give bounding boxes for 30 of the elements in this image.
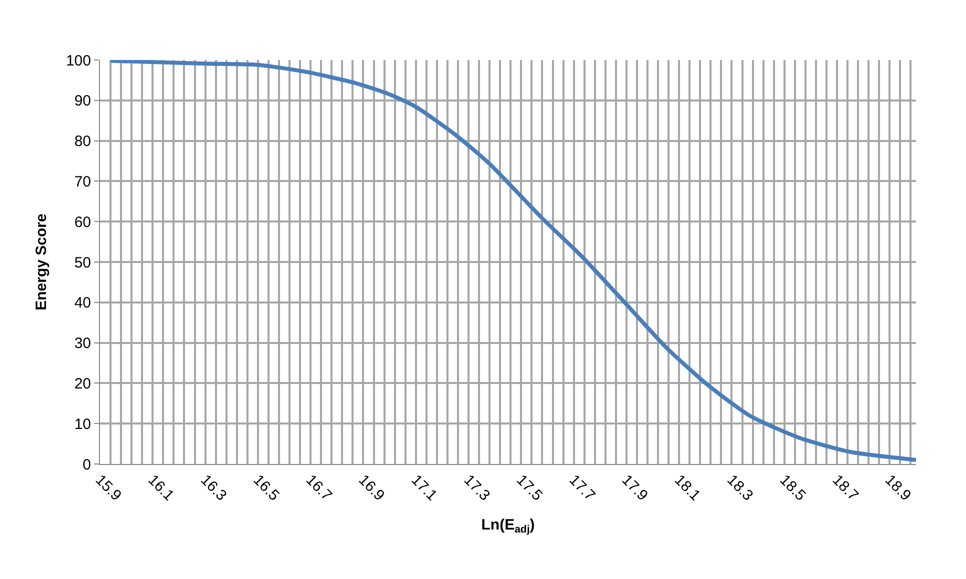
- x-tick-label: 16.1: [144, 472, 178, 504]
- x-axis-title: Ln(E$_{adj}$): [481, 516, 535, 536]
- x-tick-label: 18.9: [882, 472, 914, 504]
- x-tick-label: 18.7: [828, 472, 862, 504]
- x-tick-label: 16.5: [250, 472, 282, 504]
- x-tick-label: 18.3: [724, 472, 756, 504]
- y-tick-label: 80: [74, 133, 91, 150]
- y-tick-label: 70: [74, 173, 91, 190]
- y-tick-label: 90: [74, 92, 91, 110]
- x-tick-label: 18.5: [776, 472, 809, 504]
- x-tick-label: 17.1: [408, 472, 440, 504]
- y-tick-label: 60: [74, 214, 91, 231]
- x-tick-label: 16.7: [302, 472, 336, 504]
- line-series: [108, 60, 916, 462]
- y-tick-label: 40: [74, 294, 91, 312]
- y-tick-label: 0: [82, 456, 91, 474]
- x-tick-label: 16.9: [355, 472, 388, 504]
- x-tick-label: 16.3: [197, 472, 230, 504]
- x-tick-label: 17.5: [513, 472, 546, 504]
- x-tick-label: 17.9: [618, 472, 651, 504]
- y-tick-label: 20: [74, 375, 91, 392]
- x-tick-label: 18.1: [670, 472, 704, 504]
- y-tick-label: 10: [74, 416, 91, 433]
- x-tick-label: 17.7: [566, 472, 598, 504]
- x-tick-label: 17.3: [460, 472, 494, 504]
- y-tick-label: 100: [66, 52, 91, 70]
- y-tick-label: 50: [74, 254, 91, 272]
- y-axis-title: Energy Score: [33, 214, 50, 310]
- x-tick-label: 15.9: [92, 472, 125, 504]
- y-tick-label: 30: [74, 335, 91, 352]
